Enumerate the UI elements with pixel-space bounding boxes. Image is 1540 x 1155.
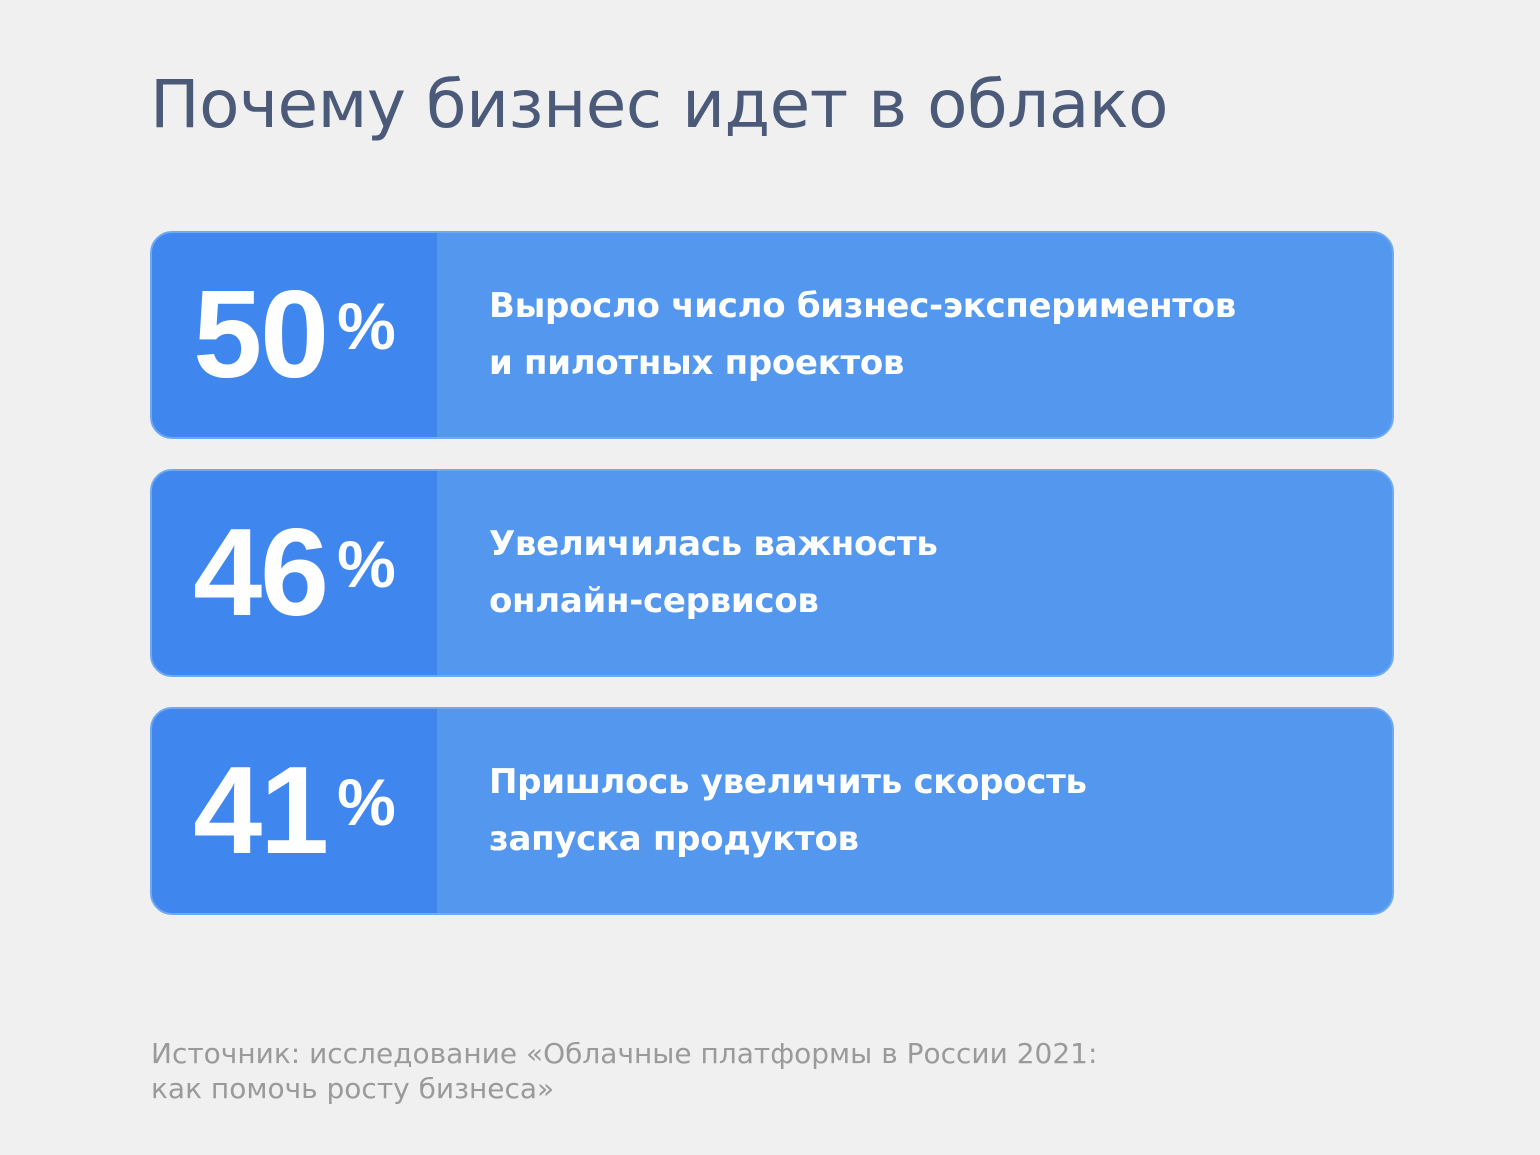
stat-description: Увеличилась важность онлайн-сервисов xyxy=(437,471,938,675)
page-title: Почему бизнес идет в облако xyxy=(150,66,1169,143)
stat-card: 41 % Пришлось увеличить скорость запуска… xyxy=(150,707,1394,915)
stat-description: Выросло число бизнес-экспериментов и пил… xyxy=(437,233,1236,437)
source-note: Источник: исследование «Облачные платфор… xyxy=(151,1037,1098,1105)
stat-label: Выросло число бизнес-экспериментов и пил… xyxy=(489,286,1236,383)
stat-value-block: 46 % xyxy=(152,471,437,675)
stat-number: 41 xyxy=(193,742,329,880)
stat-value-block: 50 % xyxy=(152,233,437,437)
stat-description: Пришлось увеличить скорость запуска прод… xyxy=(437,709,1087,913)
percent-sign: % xyxy=(337,765,396,839)
stat-card: 46 % Увеличилась важность онлайн-сервисо… xyxy=(150,469,1394,677)
stat-number: 46 xyxy=(193,504,329,642)
stat-label: Пришлось увеличить скорость запуска прод… xyxy=(489,762,1087,859)
stat-label: Увеличилась важность онлайн-сервисов xyxy=(489,524,938,621)
stat-value-block: 41 % xyxy=(152,709,437,913)
percent-sign: % xyxy=(337,527,396,601)
stat-number: 50 xyxy=(193,266,329,404)
stat-card: 50 % Выросло число бизнес-экспериментов … xyxy=(150,231,1394,439)
percent-sign: % xyxy=(337,289,396,363)
stats-list: 50 % Выросло число бизнес-экспериментов … xyxy=(150,231,1394,945)
